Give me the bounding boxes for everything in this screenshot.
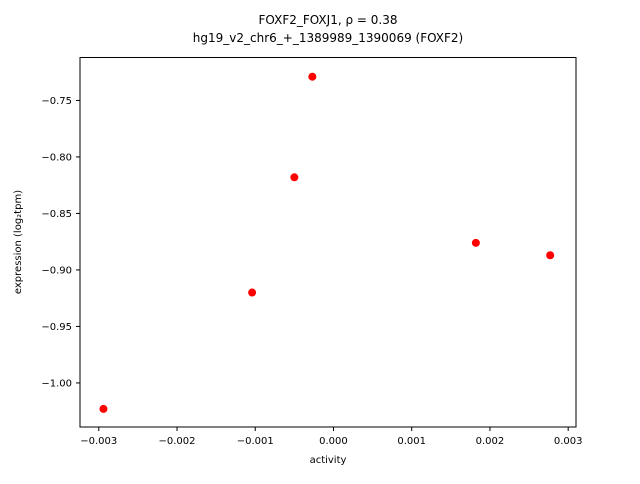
x-tick-label: −0.002	[159, 436, 196, 447]
y-tick-label: −0.95	[41, 322, 72, 333]
scatter-point	[546, 251, 555, 260]
y-tick-label: −1.00	[41, 378, 72, 389]
x-tick-label: 0.001	[397, 436, 426, 447]
scatter-point	[290, 173, 299, 182]
scatter-point	[471, 238, 480, 247]
y-axis-label: expression (log₂tpm)	[13, 190, 24, 294]
x-axis-ticks: −0.003 −0.002 −0.001 0.000 0.001 0.002 0.003	[80, 427, 582, 447]
x-axis-label: activity	[310, 455, 347, 466]
x-tick-label: 0.002	[476, 436, 505, 447]
chart-title-line2: hg19_v2_chr6_+_1389989_1390069 (FOXF2)	[193, 31, 463, 45]
scatter-point	[248, 288, 257, 297]
scatter-point	[99, 404, 108, 413]
scatter-points	[99, 72, 555, 413]
y-axis-ticks: −0.75 −0.80 −0.85 −0.90 −0.95 −1.00	[41, 96, 80, 389]
x-tick-label: −0.003	[80, 436, 117, 447]
plot-border	[79, 57, 577, 428]
y-tick-label: −0.90	[41, 265, 72, 276]
x-tick-label: 0.003	[554, 436, 583, 447]
y-tick-label: −0.75	[41, 96, 72, 107]
x-tick-label: −0.001	[237, 436, 274, 447]
scatter-point	[308, 72, 317, 81]
chart-title-line1: FOXF2_FOXJ1, ρ = 0.38	[259, 13, 398, 27]
x-tick-label: 0.000	[319, 436, 348, 447]
y-tick-label: −0.85	[41, 209, 72, 220]
y-tick-label: −0.80	[41, 152, 72, 163]
